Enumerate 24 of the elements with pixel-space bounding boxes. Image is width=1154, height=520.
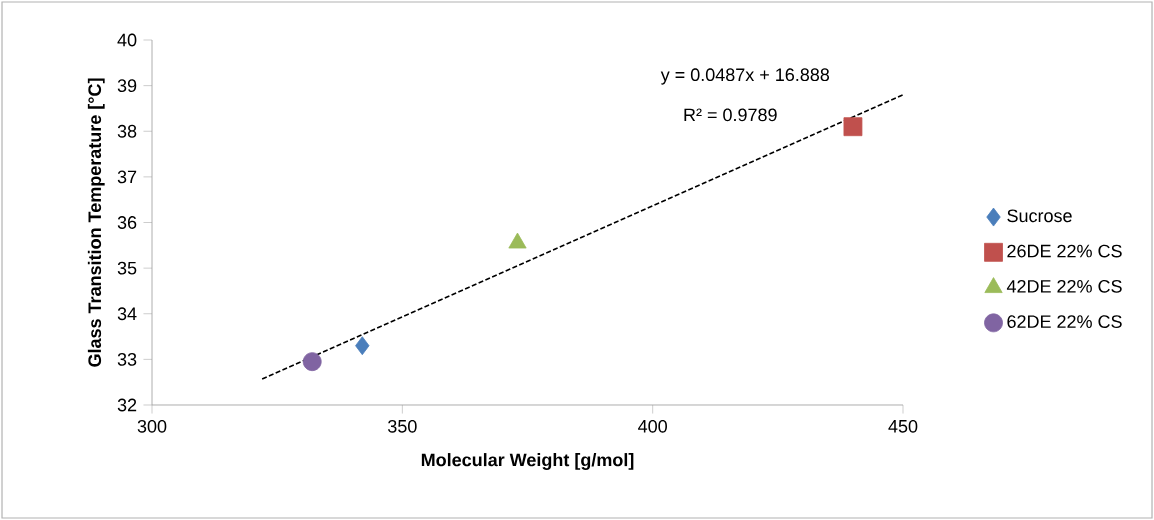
x-tick-label: 450 — [888, 419, 918, 433]
y-tick-label: 38 — [117, 124, 137, 138]
x-tick-label: 350 — [388, 419, 417, 433]
x-tick-label: 300 — [137, 419, 167, 433]
point — [302, 352, 322, 372]
annotation: R² = 0.9789 — [684, 108, 777, 122]
y-tick-label: 39 — [117, 79, 137, 93]
y-tick-label: 40 — [117, 33, 137, 47]
point — [355, 336, 370, 356]
x-tick-label: 400 — [638, 419, 667, 433]
y-tick-label: 34 — [117, 307, 137, 321]
point — [843, 117, 863, 137]
legend-label: 26DE 22% CS — [1007, 244, 1122, 258]
y-tick-label: 33 — [117, 352, 137, 366]
legend-label: Sucrose — [1007, 209, 1072, 223]
y-axis-title: Glass Transition Temperature [°C] — [87, 78, 105, 367]
x-axis-title: Molecular Weight [g/mol] — [421, 453, 634, 470]
legend-label: 62DE 22% CS — [1007, 315, 1122, 328]
y-tick-label: 37 — [117, 170, 137, 184]
y-tick-label: 36 — [117, 216, 137, 229]
annotation: y = 0.0487x + 16.888 — [660, 68, 830, 85]
y-tick-label: 32 — [117, 398, 137, 412]
legend-label: 42DE 22% CS — [1006, 279, 1122, 293]
y-tick-label: 35 — [117, 261, 137, 275]
